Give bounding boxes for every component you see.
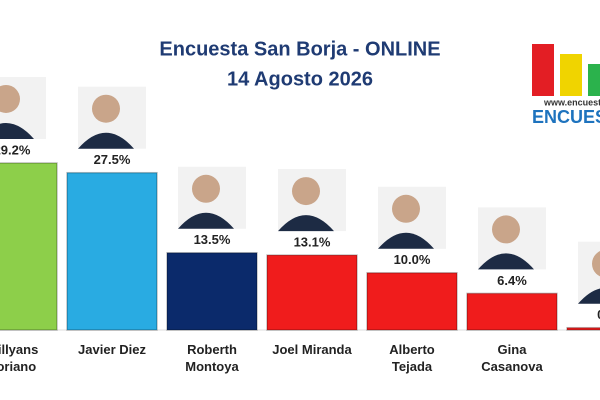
bar — [466, 292, 558, 331]
photo-body — [178, 212, 234, 229]
bar — [166, 252, 258, 331]
photo-head — [592, 251, 600, 277]
bar — [566, 326, 600, 331]
photo-body — [78, 132, 134, 149]
photo-head — [492, 215, 520, 244]
chart-subtitle: 14 Agosto 2026 — [227, 68, 373, 90]
category-label: Alberto Tejada — [389, 342, 435, 374]
bar — [266, 254, 358, 331]
bar — [66, 171, 158, 331]
logo-url: www.encuesta — [543, 97, 600, 107]
category-label: Javier Diez — [78, 342, 146, 357]
value-label: 13.1% — [294, 235, 331, 250]
photo-head — [292, 177, 320, 206]
value-label: 29.2% — [0, 142, 31, 157]
photo-body — [278, 215, 334, 232]
logo-block — [588, 64, 600, 96]
value-label: 6.4% — [497, 273, 527, 288]
value-label: 10.0% — [394, 252, 431, 267]
value-label: 0.4% — [597, 307, 600, 322]
photo-body — [0, 123, 34, 139]
category-label: Joel Miranda — [272, 342, 352, 357]
category-label: Gina Casanova — [481, 342, 543, 374]
category-label: Roberth Montoya — [185, 342, 239, 374]
photo-head — [0, 84, 20, 113]
chart-title: Encuesta San Borja - ONLINE — [159, 38, 440, 60]
category-label: Willyans Soriano — [0, 342, 39, 374]
value-label: 27.5% — [94, 152, 131, 167]
logo-block — [560, 54, 582, 96]
bar — [366, 272, 458, 331]
logo-text: ENCUES — [532, 107, 600, 127]
photo-head — [192, 174, 220, 203]
photo-head — [392, 194, 420, 223]
photo-body — [378, 232, 434, 249]
photo-head — [92, 94, 120, 123]
logo-block — [532, 44, 554, 96]
photo-body — [478, 253, 534, 270]
value-label: 13.5% — [194, 232, 231, 247]
bar — [0, 162, 58, 331]
photo-body — [578, 288, 600, 304]
logo: www.encuesta ENCUES — [532, 44, 600, 127]
category-label: J. — [572, 341, 600, 358]
